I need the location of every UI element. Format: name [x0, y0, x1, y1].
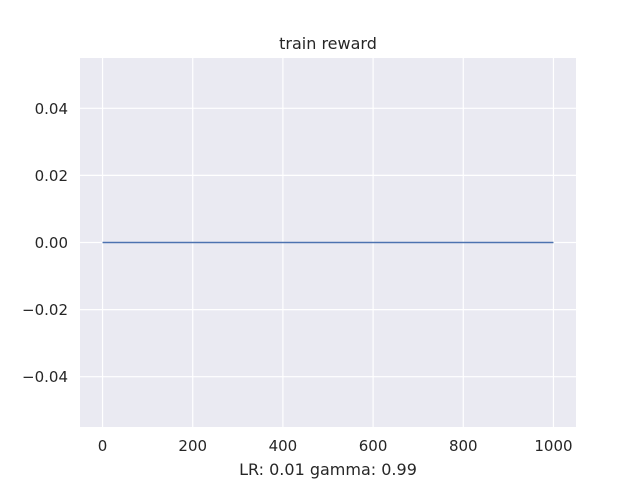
y-tick-label: 0.04 [35, 100, 68, 118]
y-tick-label: 0.00 [35, 234, 68, 252]
x-tick-label: 200 [178, 437, 207, 455]
x-tick-label: 800 [449, 437, 478, 455]
x-axis-label: LR: 0.01 gamma: 0.99 [239, 460, 417, 479]
x-tick-label: 600 [359, 437, 388, 455]
x-tick-label: 400 [269, 437, 298, 455]
x-tick-label: 1000 [534, 437, 572, 455]
y-tick-labels: 0.04 0.02 0.00 −0.02 −0.04 [22, 100, 68, 386]
y-tick-label: −0.02 [22, 301, 68, 319]
y-tick-label: −0.04 [22, 368, 68, 386]
x-tick-labels: 0 200 400 600 800 1000 [98, 437, 573, 455]
x-tick-label: 0 [98, 437, 108, 455]
chart-title: train reward [279, 34, 377, 53]
y-tick-label: 0.02 [35, 167, 68, 185]
